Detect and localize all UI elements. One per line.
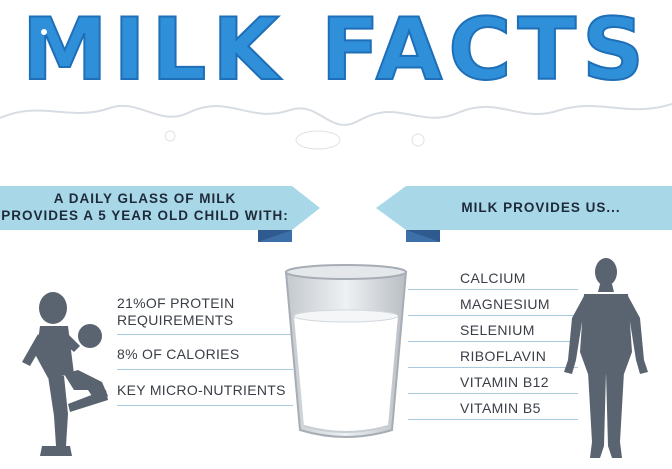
nutrient-magnesium: MAGNESIUM bbox=[460, 296, 550, 312]
stat-micronutrients: KEY MICRO-NUTRIENTS bbox=[117, 382, 286, 399]
nutrient-calcium: CALCIUM bbox=[460, 270, 526, 286]
nutrient-divider bbox=[408, 419, 578, 420]
title-area: MILK FACTS bbox=[0, 0, 672, 150]
stat-calories-line1: 8% OF CALORIES bbox=[117, 346, 240, 362]
nutrient-vitamin-b12: VITAMIN B12 bbox=[460, 374, 549, 390]
milk-glass-icon bbox=[284, 264, 408, 438]
stat-calories: 8% OF CALORIES bbox=[117, 346, 239, 363]
stat-divider bbox=[117, 334, 293, 335]
stat-protein: 21%OF PROTEIN REQUIREMENTS bbox=[117, 295, 234, 329]
left-banner-line1: A DAILY GLASS OF MILK bbox=[53, 191, 237, 206]
child-silhouette-icon bbox=[22, 292, 108, 456]
nutrient-vitamin-b5: VITAMIN B5 bbox=[460, 400, 541, 416]
stat-divider bbox=[117, 369, 293, 370]
milk-splash bbox=[0, 29, 672, 150]
nutrient-selenium: SELENIUM bbox=[460, 322, 535, 338]
nutrient-divider bbox=[408, 341, 578, 342]
adult-silhouette-icon bbox=[564, 258, 648, 458]
left-banner-text: A DAILY GLASS OF MILK PROVIDES A 5 YEAR … bbox=[0, 190, 290, 224]
stat-protein-line1: 21%OF PROTEIN bbox=[117, 295, 235, 311]
left-banner-line2: PROVIDES A 5 YEAR OLD CHILD WITH: bbox=[1, 208, 289, 223]
nutrient-divider bbox=[408, 289, 578, 290]
stat-micronutrients-line1: KEY MICRO-NUTRIENTS bbox=[117, 382, 286, 398]
right-banner bbox=[376, 186, 672, 242]
nutrient-riboflavin: RIBOFLAVIN bbox=[460, 348, 547, 364]
left-banner bbox=[0, 186, 320, 242]
right-banner-text: MILK PROVIDES US... bbox=[461, 200, 621, 215]
stat-divider bbox=[117, 405, 293, 406]
nutrient-divider bbox=[408, 315, 578, 316]
nutrient-divider bbox=[408, 393, 578, 394]
nutrient-divider bbox=[408, 367, 578, 368]
page-title: MILK FACTS bbox=[21, 0, 651, 100]
stat-protein-line2: REQUIREMENTS bbox=[117, 312, 234, 328]
